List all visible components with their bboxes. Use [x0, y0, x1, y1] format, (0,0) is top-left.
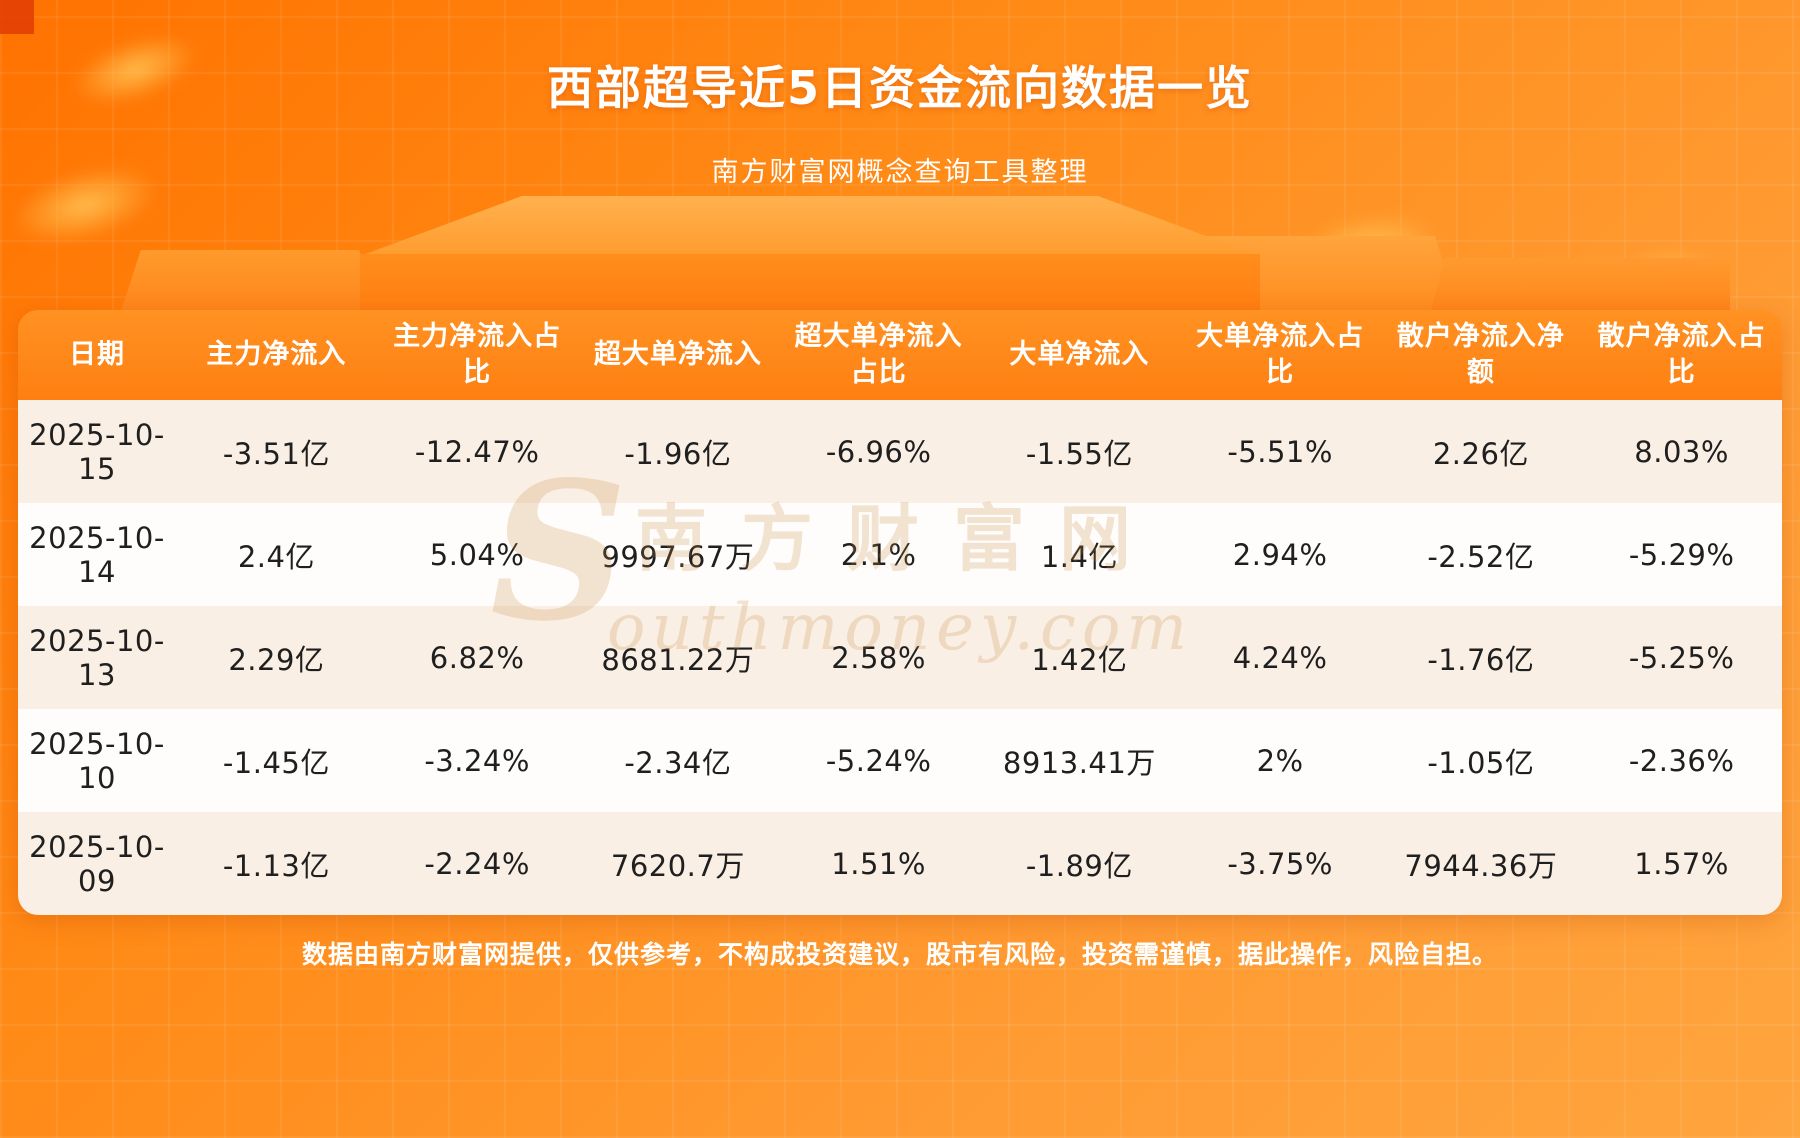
value-cell: -5.51%: [1179, 400, 1381, 503]
disclaimer-text: 数据由南方财富网提供，仅供参考，不构成投资建议，股市有风险，投资需谨慎，据此操作…: [301, 940, 1498, 969]
value-cell: -3.24%: [376, 709, 578, 812]
fund-flow-table: 日期 主力净流入 主力净流入占比 超大单净流入 超大单净流入占比 大单净流入 大单净流入占比…: [18, 310, 1782, 915]
date-cell: 2025-10-15: [18, 400, 176, 503]
date-cell: 2025-10-13: [18, 606, 176, 709]
value-cell: -6.96%: [778, 400, 979, 503]
value-cell: -2.36%: [1581, 709, 1782, 812]
value-cell: -1.76亿: [1380, 606, 1582, 709]
value-cell: -5.25%: [1581, 606, 1782, 709]
value-cell: -1.55亿: [979, 400, 1180, 503]
value-cell: -3.75%: [1179, 812, 1381, 915]
value-cell: 7944.36万: [1380, 812, 1582, 915]
page-subtitle: 南方财富网概念查询工具整理: [711, 157, 1089, 188]
value-cell: -2.34亿: [577, 709, 779, 812]
page-title: 西部超导近5日资金流向数据一览: [546, 61, 1253, 115]
column-header-3: 超大单净流入: [577, 310, 779, 400]
value-cell: -1.05亿: [1380, 709, 1582, 812]
value-cell: 5.04%: [376, 503, 578, 606]
value-cell: 1.42亿: [979, 606, 1180, 709]
column-header-0: 日期: [18, 310, 176, 400]
value-cell: 9997.67万: [577, 503, 779, 606]
value-cell: -1.96亿: [577, 400, 779, 503]
value-cell: -3.51亿: [176, 400, 377, 503]
value-cell: -5.29%: [1581, 503, 1782, 606]
value-cell: -1.45亿: [176, 709, 377, 812]
date-cell: 2025-10-09: [18, 812, 176, 915]
column-header-7: 散户净流入净额: [1380, 310, 1582, 400]
column-header-8: 散户净流入占比: [1581, 310, 1782, 400]
column-header-5: 大单净流入: [979, 310, 1180, 400]
table-row: 2025-10-15 -3.51亿 -12.47% -1.96亿 -6.96% -1.55…: [18, 400, 1782, 503]
table-row: 2025-10-10 -1.45亿 -3.24% -2.34亿 -5.24% 8913.4…: [18, 709, 1782, 812]
value-cell: -1.89亿: [979, 812, 1180, 915]
table-header-row: 日期 主力净流入 主力净流入占比 超大单净流入 超大单净流入占比 大单净流入 大单净流入占比…: [18, 310, 1782, 400]
value-cell: 8.03%: [1581, 400, 1782, 503]
value-cell: 8681.22万: [577, 606, 779, 709]
table-row: 2025-10-14 2.4亿 5.04% 9997.67万 2.1% 1.4亿 2.94%…: [18, 503, 1782, 606]
column-header-4: 超大单净流入占比: [778, 310, 979, 400]
value-cell: 8913.41万: [979, 709, 1180, 812]
value-cell: 1.51%: [778, 812, 979, 915]
value-cell: 1.4亿: [979, 503, 1180, 606]
value-cell: -2.24%: [376, 812, 578, 915]
value-cell: -12.47%: [376, 400, 578, 503]
column-header-2: 主力净流入占比: [376, 310, 578, 400]
value-cell: 6.82%: [376, 606, 578, 709]
value-cell: 2.94%: [1179, 503, 1381, 606]
date-cell: 2025-10-10: [18, 709, 176, 812]
value-cell: 4.24%: [1179, 606, 1381, 709]
corner-decoration: [0, 0, 34, 34]
decorative-swoosh: [1284, 200, 1446, 300]
value-cell: 1.57%: [1581, 812, 1782, 915]
table-row: 2025-10-13 2.29亿 6.82% 8681.22万 2.58% 1.42亿 4.…: [18, 606, 1782, 709]
value-cell: -1.13亿: [176, 812, 377, 915]
column-header-6: 大单净流入占比: [1179, 310, 1381, 400]
value-cell: -5.24%: [778, 709, 979, 812]
table-row: 2025-10-09 -1.13亿 -2.24% 7620.7万 1.51% -1.89亿…: [18, 812, 1782, 915]
column-header-1: 主力净流入: [176, 310, 377, 400]
date-cell: 2025-10-14: [18, 503, 176, 606]
value-cell: 7620.7万: [577, 812, 779, 915]
value-cell: 2%: [1179, 709, 1381, 812]
value-cell: 2.58%: [778, 606, 979, 709]
value-cell: 2.1%: [778, 503, 979, 606]
value-cell: 2.4亿: [176, 503, 377, 606]
value-cell: 2.29亿: [176, 606, 377, 709]
decorative-swoosh: [1595, 240, 1725, 320]
value-cell: -2.52亿: [1380, 503, 1582, 606]
value-cell: 2.26亿: [1380, 400, 1582, 503]
